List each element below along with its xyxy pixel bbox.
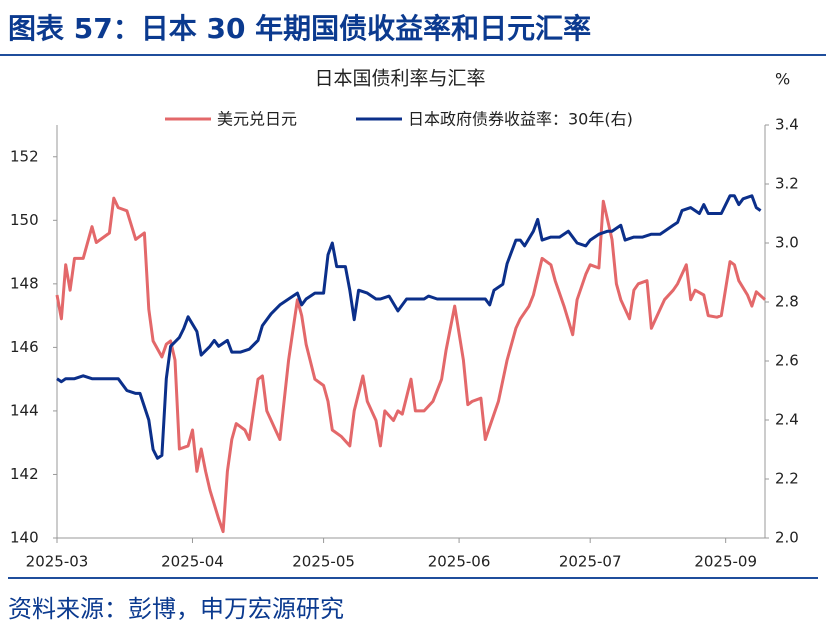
- x-tick-label: 2025-06: [428, 553, 491, 571]
- y2-tick-label: 3.0: [775, 234, 799, 252]
- y-tick-label: 150: [10, 211, 39, 229]
- y2-tick-label: 2.8: [775, 293, 799, 311]
- x-tick-label: 2025-09: [694, 553, 757, 571]
- x-tick-label: 2025-03: [26, 553, 89, 571]
- y-tick-label: 146: [10, 338, 39, 356]
- x-tick-label: 2025-07: [559, 553, 622, 571]
- y-tick-label: 144: [10, 401, 39, 419]
- line-series: [55, 196, 767, 534]
- y-tick-label: 148: [10, 274, 39, 292]
- y-tick-label: 140: [10, 529, 39, 547]
- source: 资料来源：彭博，申万宏源研究: [8, 595, 344, 623]
- x-tick-label: 2025-04: [161, 553, 224, 571]
- y-tick-label: 152: [10, 147, 39, 165]
- figure-title: 图表 57：日本 30 年期国债收益率和日元汇率: [8, 12, 591, 45]
- y-tick-label: 142: [10, 465, 39, 483]
- y2-tick-label: 2.6: [775, 352, 799, 370]
- y2-tick-label: 3.2: [775, 175, 799, 193]
- chart-title: 日本国债利率与汇率: [314, 68, 485, 90]
- y2-unit: %: [775, 70, 790, 89]
- plot: 140 142 144 146 148 150 152 2.0 2.2 2.4 2.6 2.8 3.0 3…: [10, 110, 799, 571]
- line-series: [56, 194, 762, 460]
- y2-tick-label: 2.2: [775, 470, 799, 488]
- x-tick-label: 2025-05: [292, 553, 355, 571]
- legend-label: 美元兑日元: [217, 110, 297, 129]
- y2-tick-label: 3.4: [775, 116, 799, 134]
- y2-tick-label: 2.4: [775, 411, 799, 429]
- legend-label: 日本政府债券收益率：30年(右): [408, 110, 633, 129]
- y2-tick-label: 2.0: [775, 529, 799, 547]
